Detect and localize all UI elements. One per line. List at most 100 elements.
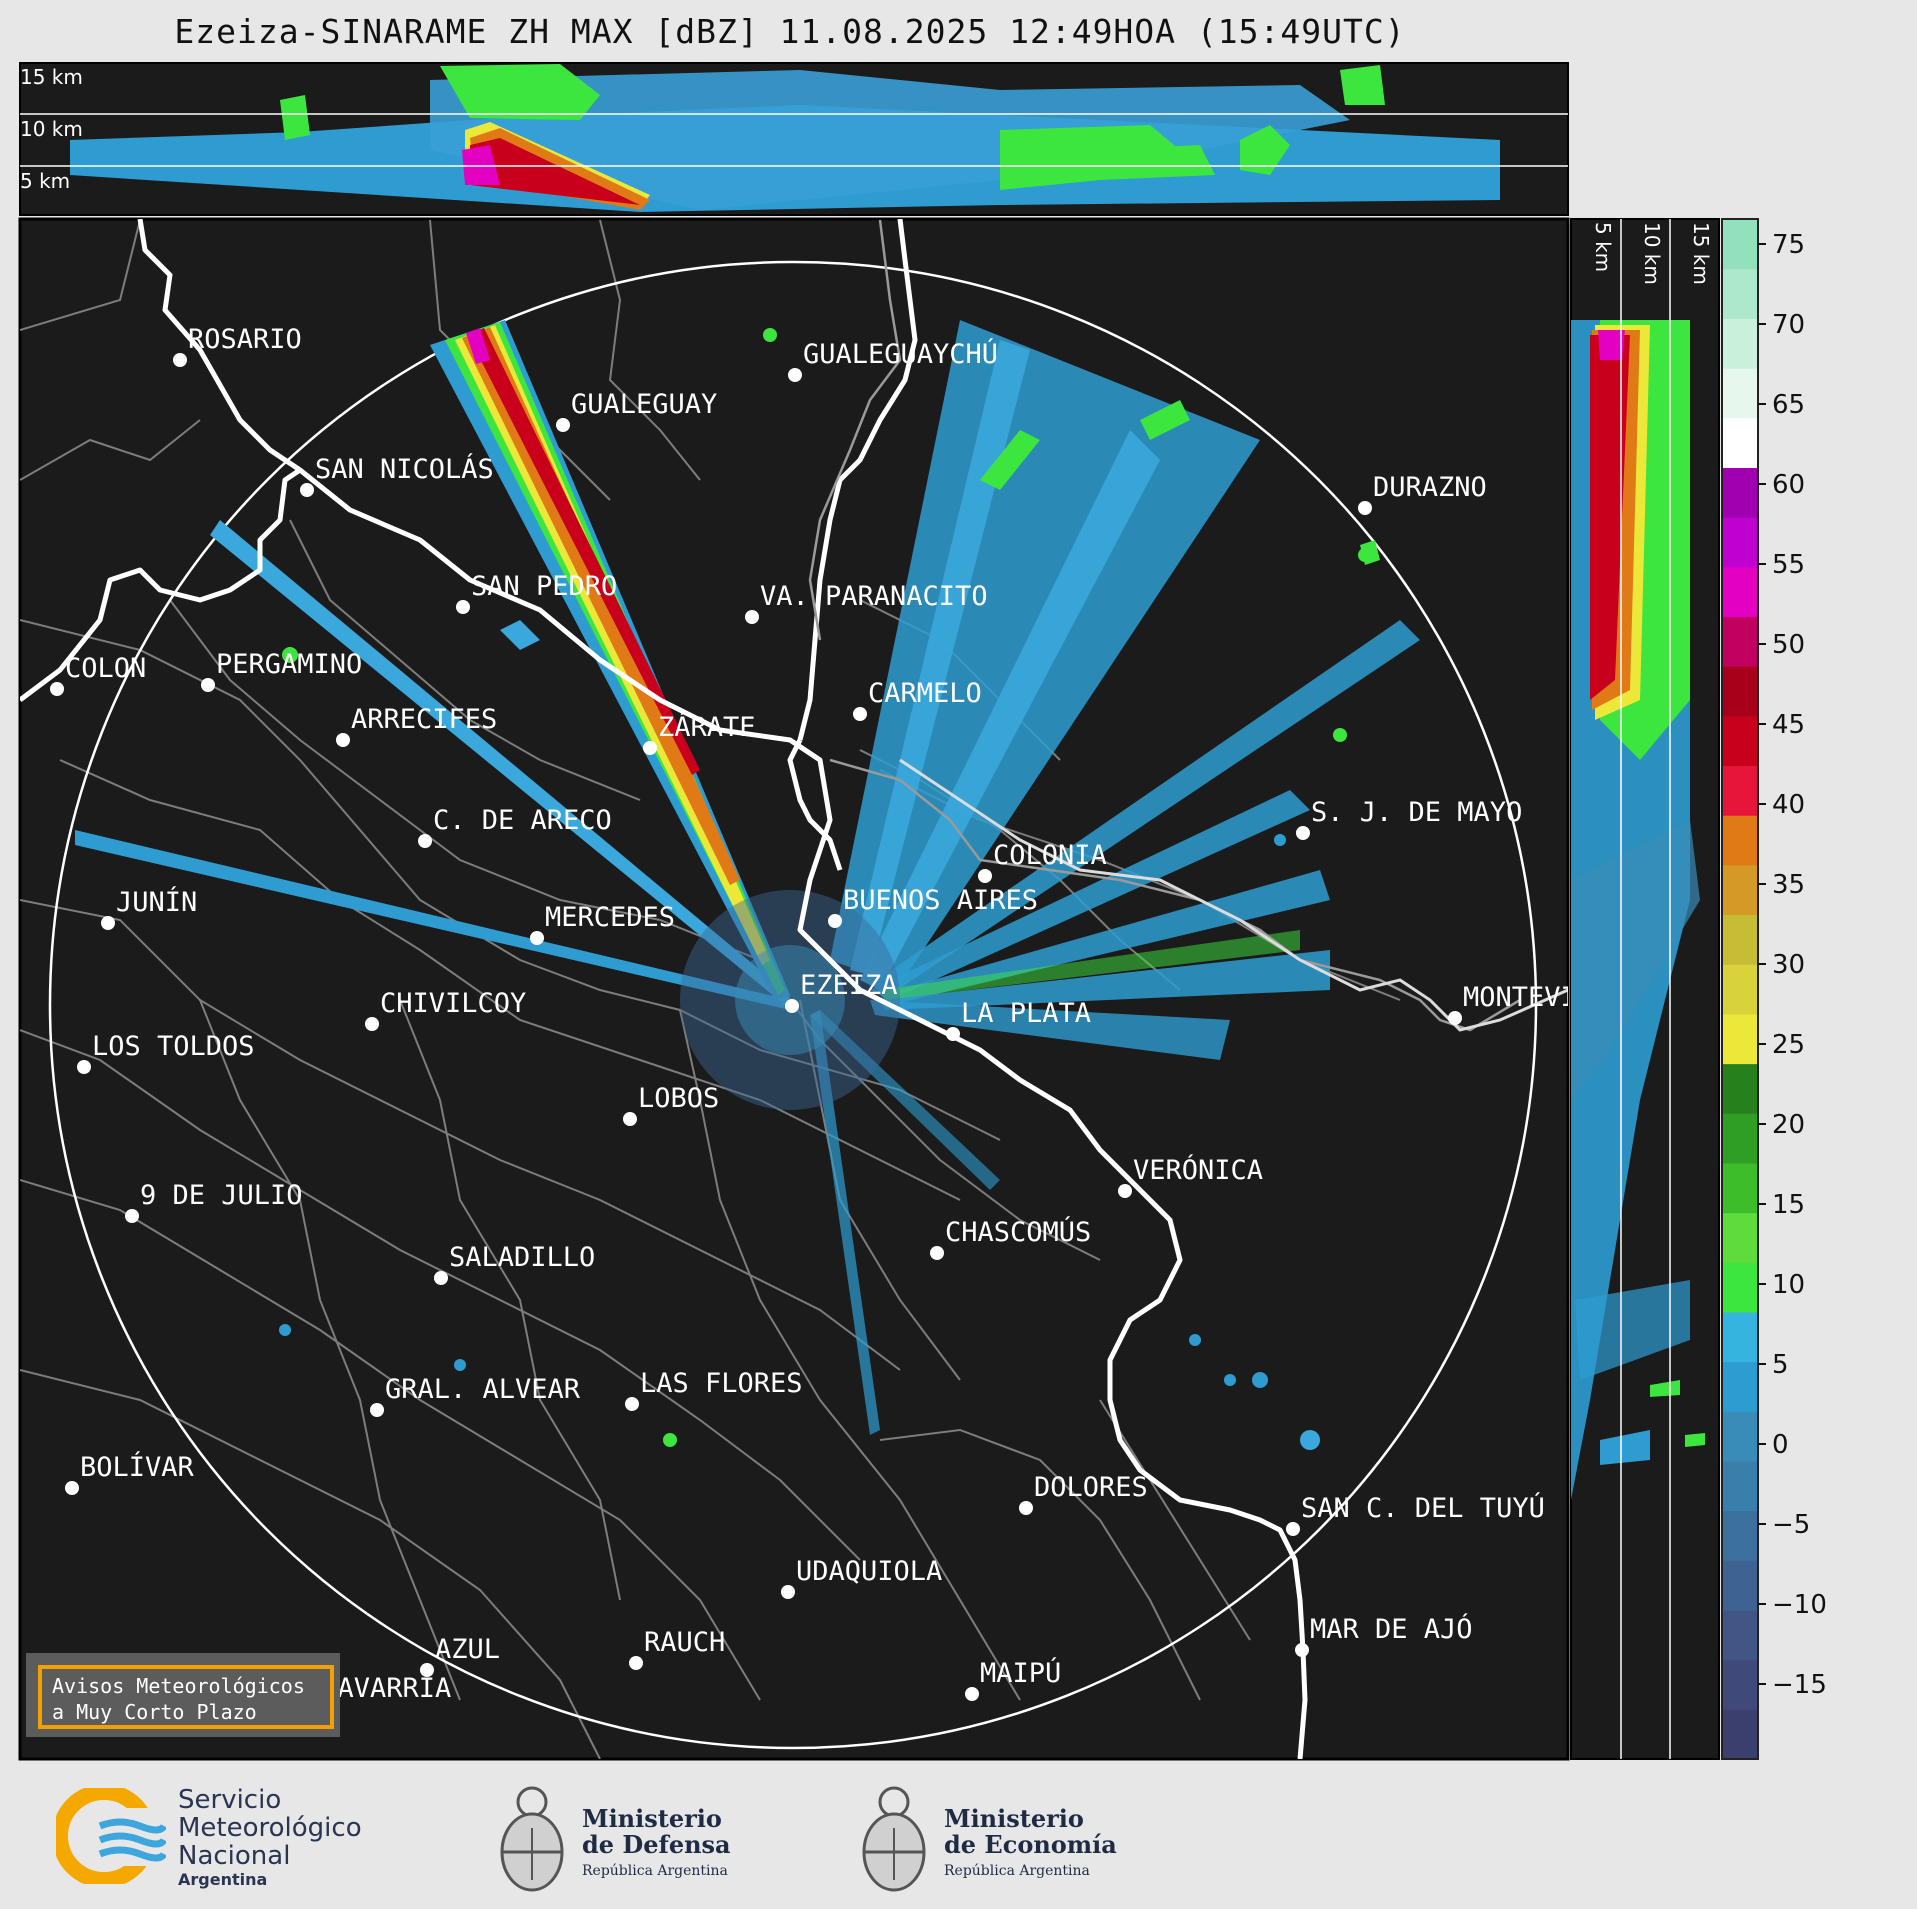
city-dot-va-paranacito [745, 610, 759, 624]
city-label-va-paranacito: VA. PARANACITO [760, 581, 988, 612]
city-label-gualeguay: GUALEGUAY [571, 389, 717, 420]
colorbar-tick-label: 45 [1772, 710, 1805, 740]
city-dot-durazno [1358, 501, 1372, 515]
smn-line-2: Meteorológico [178, 1813, 362, 1843]
city-label-ezeiza: EZEIZA [800, 970, 898, 1001]
colorbar-frame [1721, 218, 1759, 1760]
colorbar-segment [1722, 1510, 1758, 1561]
city-dot-maipu [965, 1687, 979, 1701]
colorbar-segment [1722, 268, 1758, 319]
colorbar-segment [1722, 815, 1758, 866]
city-label-san-nicolas: SAN NICOLÁS [315, 453, 494, 485]
colorbar-tick-label: 20 [1772, 1110, 1805, 1140]
city-label-buenos-aires: BUENOS AIRES [843, 885, 1038, 916]
city-dot-s-j-de-mayo [1296, 826, 1310, 840]
aviso-frame[interactable]: Avisos Meteorológicos a Muy Corto Plazo [38, 1665, 334, 1729]
city-dot-chascomus [930, 1246, 944, 1260]
city-label-las-flores: LAS FLORES [640, 1368, 803, 1399]
smn-line-3: Nacional [178, 1841, 291, 1871]
colorbar-segment [1722, 417, 1758, 468]
smn-logo [52, 1784, 168, 1888]
city-label-udaquiola: UDAQUIOLA [796, 1556, 942, 1587]
city-label-dolores: DOLORES [1034, 1472, 1148, 1503]
city-label-c-de-areco: C. DE ARECO [433, 805, 612, 836]
city-dot-montevideo [1448, 1011, 1462, 1025]
city-dot-mercedes [530, 931, 544, 945]
chart-title: Ezeiza-SINARAME ZH MAX [dBZ] 11.08.2025 … [174, 12, 1406, 51]
colorbar-segment [1722, 765, 1758, 816]
city-dot-9-de-julio [125, 1209, 139, 1223]
colorbar-segment [1722, 964, 1758, 1015]
city-label-mercedes: MERCEDES [545, 902, 675, 933]
colorbar-tick-label: 70 [1772, 310, 1805, 340]
city-label-chivilcoy: CHIVILCOY [380, 988, 526, 1019]
colorbar-segment [1722, 1361, 1758, 1412]
colorbar-tick-label: 15 [1772, 1190, 1805, 1220]
city-label-montevideo: MONTEVIDEO [1463, 982, 1626, 1013]
economia-line-2: de Economía [944, 1830, 1117, 1859]
smn-text: Servicio Meteorológico Nacional Argentin… [178, 1786, 362, 1890]
aviso-box[interactable]: Avisos Meteorológicos a Muy Corto Plazo [26, 1653, 340, 1737]
city-dot-mar-de-ajo [1295, 1643, 1309, 1657]
right-alt-15: 15 km [1689, 222, 1713, 285]
coat-of-arms-icon [862, 1786, 926, 1892]
city-dot-buenos-aires [828, 914, 842, 928]
city-dot-gualeguaychu [788, 368, 802, 382]
city-dot-ezeiza [785, 999, 799, 1013]
smn-line-4: Argentina [178, 1870, 268, 1889]
city-dot-rauch [629, 1656, 643, 1670]
colorbar-segment [1722, 715, 1758, 767]
city-dot-c-de-areco [418, 834, 432, 848]
radar-map: ROSARIO GUALEGUAYCHÚ GUALEGUAY SAN NICOLÁS D… [18, 217, 1626, 1761]
city-label-junin: JUNÍN [116, 886, 197, 918]
colorbar-segment [1722, 666, 1758, 717]
city-dot-san-nicolas [300, 483, 314, 497]
city-label-mar-de-ajo: MAR DE AJÓ [1310, 1613, 1473, 1645]
city-dot-zarate [643, 741, 657, 755]
city-dot-lobos [623, 1112, 637, 1126]
city-label-los-toldos: LOS TOLDOS [92, 1031, 255, 1062]
city-label-saladillo: SALADILLO [449, 1242, 595, 1273]
colorbar-segment [1722, 1013, 1758, 1065]
coat-of-arms-icon [500, 1786, 564, 1892]
city-label-colon: COLON [65, 653, 146, 684]
colorbar-tick-label: 55 [1772, 550, 1805, 580]
colorbar-tick-label: −5 [1772, 1510, 1810, 1540]
colorbar-segment [1722, 1460, 1758, 1512]
colorbar-tick-label: 5 [1772, 1350, 1789, 1380]
city-markers: ROSARIO GUALEGUAYCHÚ GUALEGUAY SAN NICOLÁS D… [50, 324, 1626, 1716]
colorbar-segment [1722, 566, 1758, 618]
economia-line-3: República Argentina [944, 1863, 1090, 1879]
colorbar-tick-label: 30 [1772, 950, 1805, 980]
colorbar-segment [1722, 1162, 1758, 1214]
city-label-arrecifes: ARRECIFES [351, 704, 497, 735]
colorbar-tick-label: 65 [1772, 390, 1805, 420]
colorbar-tick-label: 50 [1772, 630, 1805, 660]
colorbar-tick-label: 25 [1772, 1030, 1805, 1060]
colorbar-segment [1722, 914, 1758, 965]
aviso-line-2: a Muy Corto Plazo [52, 1700, 257, 1724]
economia-line-1: Ministerio [944, 1804, 1084, 1833]
colorbar-segment [1722, 864, 1758, 916]
city-dot-veronica [1118, 1184, 1132, 1198]
city-label-maipu: MAIPÚ [980, 1657, 1061, 1689]
city-label-san-c-del-tuyu: SAN C. DEL TUYÚ [1301, 1492, 1545, 1524]
radar-echoes [75, 320, 1420, 1450]
river-plate-coast [899, 758, 1568, 1032]
city-dot-la-plata [946, 1027, 960, 1041]
economia-text: Ministerio de Economía República Argenti… [944, 1806, 1117, 1884]
right-cross-section: 5 km 10 km 15 km [1570, 218, 1720, 1760]
defensa-logo [494, 1780, 570, 1900]
colorbar-segment [1722, 1560, 1758, 1611]
city-dot-colon [50, 682, 64, 696]
defensa-line-2: de Defensa [582, 1830, 731, 1859]
city-dot-pergamino [201, 678, 215, 692]
city-dot-carmelo [853, 707, 867, 721]
economia-logo [856, 1780, 932, 1900]
colorbar-segment [1722, 467, 1758, 518]
city-label-chascomus: CHASCOMÚS [945, 1216, 1091, 1248]
colorbar-tick-label: −10 [1772, 1590, 1827, 1620]
colorbar-segment [1722, 616, 1758, 667]
city-dot-los-toldos [77, 1060, 91, 1074]
